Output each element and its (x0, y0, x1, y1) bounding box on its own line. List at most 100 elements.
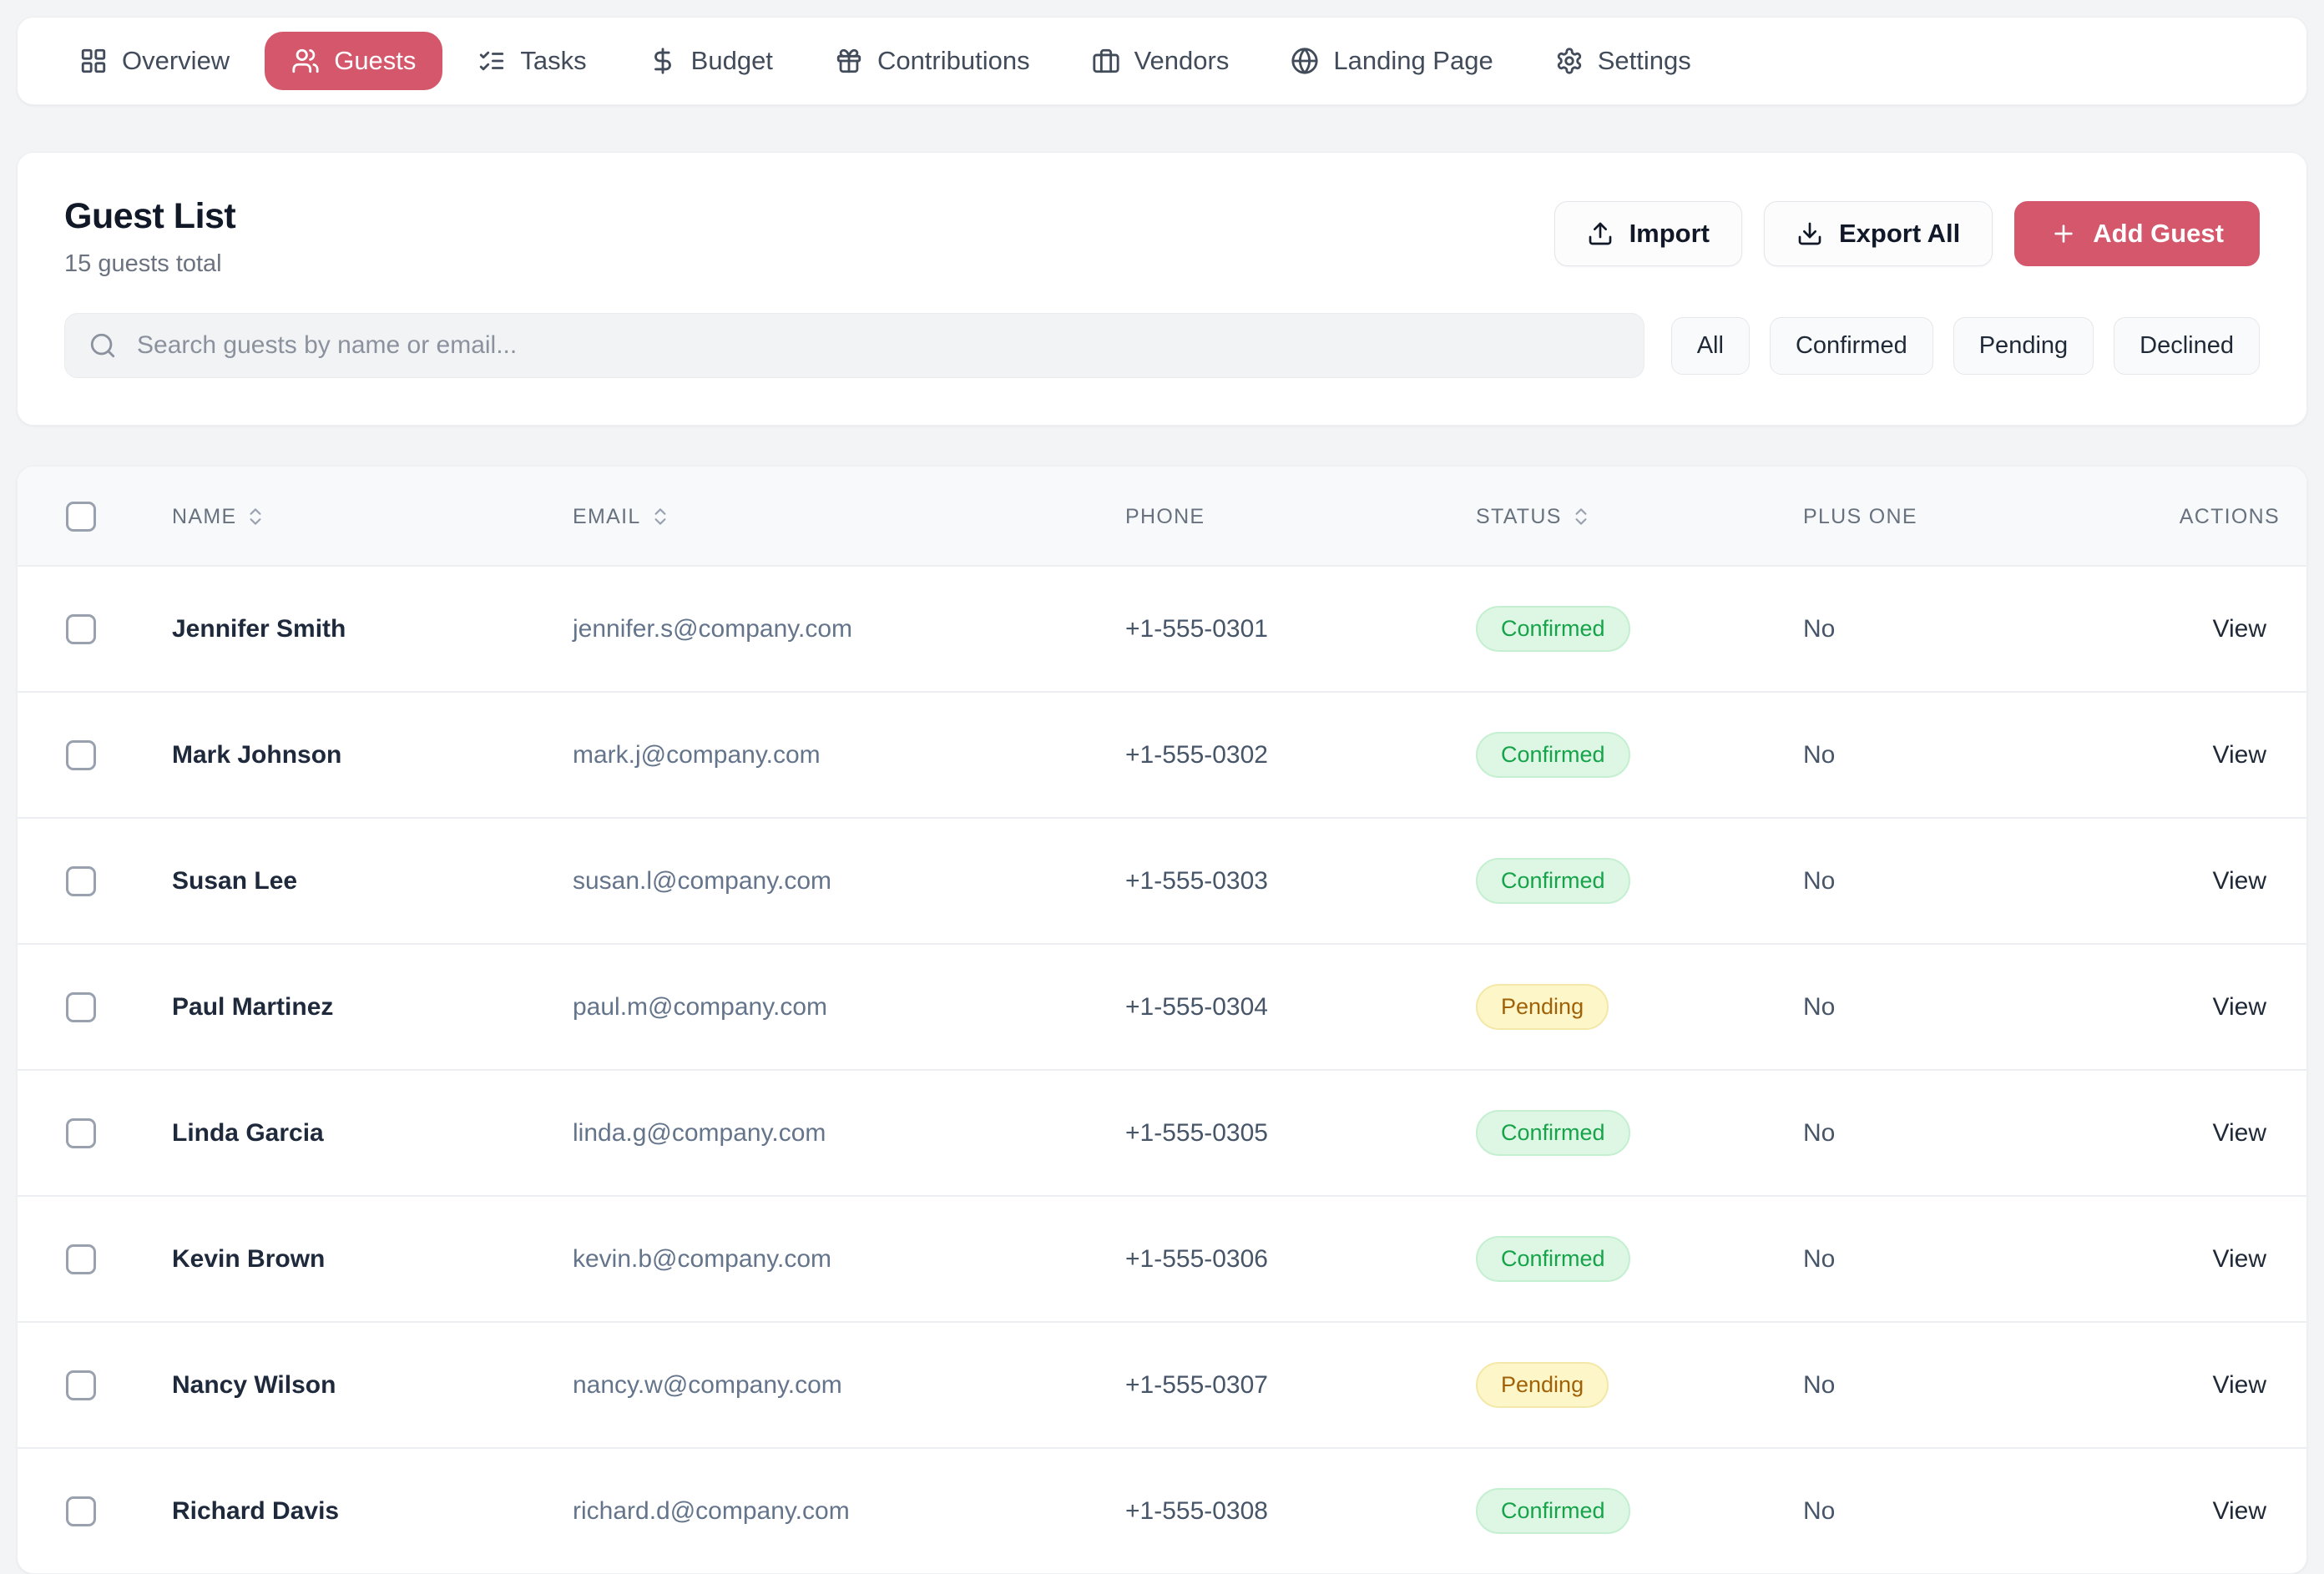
tab-tasks[interactable]: Tasks (451, 32, 613, 90)
row-checkbox[interactable] (66, 1244, 96, 1274)
guest-phone: +1-555-0301 (1125, 565, 1476, 692)
table-row: Susan Lee susan.l@company.com +1-555-0303 C… (18, 817, 2306, 944)
status-badge: Pending (1476, 984, 1609, 1030)
page-title: Guest List (64, 196, 236, 236)
status-badge: Confirmed (1476, 732, 1630, 778)
guest-name: Susan Lee (172, 817, 573, 944)
plus-one-value: No (1803, 565, 2120, 692)
guest-name: Kevin Brown (172, 1195, 573, 1322)
export-all-button[interactable]: Export All (1764, 201, 1993, 266)
view-link[interactable]: View (2212, 1496, 2266, 1525)
add-guest-button[interactable]: Add Guest (2014, 201, 2260, 266)
search-input[interactable] (135, 330, 1620, 361)
plus-icon (2054, 224, 2073, 243)
add-guest-button-label: Add Guest (2093, 219, 2224, 248)
tab-budget[interactable]: Budget (622, 32, 800, 90)
briefcase-icon (1093, 48, 1119, 73)
guest-phone: +1-555-0305 (1125, 1069, 1476, 1196)
view-link[interactable]: View (2212, 866, 2266, 895)
guest-name: Linda Garcia (172, 1069, 573, 1196)
table-row: Richard Davis richard.d@company.com +1-555… (18, 1447, 2306, 1573)
guest-email: paul.m@company.com (573, 943, 1125, 1070)
tab-landing-page[interactable]: Landing Page (1264, 32, 1519, 90)
filter-confirmed[interactable]: Confirmed (1769, 316, 1933, 375)
plus-one-value: No (1803, 1447, 2120, 1573)
guest-phone: +1-555-0304 (1125, 943, 1476, 1070)
guest-name: Jennifer Smith (172, 565, 573, 692)
guest-name: Paul Martinez (172, 943, 573, 1070)
row-checkbox[interactable] (66, 865, 96, 896)
view-link[interactable]: View (2212, 740, 2266, 769)
status-badge: Confirmed (1476, 1488, 1630, 1534)
filter-pending[interactable]: Pending (1953, 316, 2094, 375)
view-link[interactable]: View (2212, 1244, 2266, 1273)
column-label: PLUS ONE (1803, 504, 1917, 528)
tab-label: Budget (690, 46, 773, 75)
search-box (64, 313, 1644, 378)
status-filters: All Confirmed Pending Declined (1670, 316, 2260, 375)
tab-overview[interactable]: Overview (53, 32, 256, 90)
status-badge: Confirmed (1476, 1110, 1630, 1156)
view-link[interactable]: View (2212, 1118, 2266, 1147)
column-header-name[interactable]: NAME (172, 505, 266, 529)
table-row: Jennifer Smith jennifer.s@company.com +1-5… (18, 565, 2306, 692)
checklist-icon (480, 51, 504, 71)
view-link[interactable]: View (2212, 614, 2266, 643)
column-label: PHONE (1125, 504, 1205, 528)
guest-table-body: Jennifer Smith jennifer.s@company.com +1-5… (18, 565, 2306, 1573)
tab-guests[interactable]: Guests (265, 32, 443, 90)
row-checkbox[interactable] (66, 613, 96, 644)
row-checkbox[interactable] (66, 1370, 96, 1400)
column-label: NAME (172, 504, 237, 528)
table-row: Paul Martinez paul.m@company.com +1-555-03… (18, 943, 2306, 1070)
column-header-plus-one: PLUS ONE (1803, 505, 1917, 529)
upload-icon (1589, 222, 1611, 245)
download-icon (1798, 222, 1821, 245)
tab-settings[interactable]: Settings (1528, 32, 1718, 90)
tab-label: Guests (334, 46, 417, 75)
select-all-checkbox[interactable] (66, 502, 96, 532)
sort-icon (1575, 508, 1587, 525)
export-button-label: Export All (1839, 219, 1961, 248)
filter-all[interactable]: All (1670, 316, 1750, 375)
users-icon (292, 48, 319, 73)
guest-phone: +1-555-0303 (1125, 817, 1476, 944)
guest-email: jennifer.s@company.com (573, 565, 1125, 692)
column-header-email[interactable]: EMAIL (573, 505, 671, 529)
column-label: ACTIONS (2179, 504, 2280, 528)
column-header-actions: ACTIONS (2180, 505, 2280, 529)
guest-list-card: Guest List 15 guests total Import Export… (17, 152, 2307, 426)
tab-vendors[interactable]: Vendors (1065, 32, 1256, 90)
top-navigation: Overview Guests Tasks Budget Contributions Ve… (17, 17, 2307, 105)
status-badge: Confirmed (1476, 858, 1630, 904)
view-link[interactable]: View (2212, 992, 2266, 1021)
guest-email: nancy.w@company.com (573, 1321, 1125, 1448)
tab-label: Contributions (877, 46, 1030, 75)
row-checkbox[interactable] (66, 1496, 96, 1526)
plus-one-value: No (1803, 817, 2120, 944)
guest-list-heading: Guest List 15 guests total (64, 196, 236, 278)
table-row: Kevin Brown kevin.b@company.com +1-555-030… (18, 1195, 2306, 1322)
sort-icon (250, 508, 261, 525)
row-checkbox[interactable] (66, 991, 96, 1022)
plus-one-value: No (1803, 1321, 2120, 1448)
tab-contributions[interactable]: Contributions (808, 32, 1057, 90)
guest-phone: +1-555-0308 (1125, 1447, 1476, 1573)
guest-email: kevin.b@company.com (573, 1195, 1125, 1322)
import-button[interactable]: Import (1554, 201, 1742, 266)
plus-one-value: No (1803, 691, 2120, 818)
row-checkbox[interactable] (66, 739, 96, 770)
gear-icon (1557, 48, 1581, 74)
table-header-row: NAME EMAIL PHONE STATUS PLUS ONE ACTIONS (18, 467, 2306, 566)
status-badge: Confirmed (1476, 1236, 1630, 1282)
filter-declined[interactable]: Declined (2114, 316, 2260, 375)
view-link[interactable]: View (2212, 1370, 2266, 1399)
table-row: Nancy Wilson nancy.w@company.com +1-555-03… (18, 1321, 2306, 1448)
guest-name: Nancy Wilson (172, 1321, 573, 1448)
gift-icon (836, 48, 861, 73)
guest-email: richard.d@company.com (573, 1447, 1125, 1573)
dollar-icon (654, 48, 671, 74)
status-badge: Pending (1476, 1362, 1609, 1408)
column-header-status[interactable]: STATUS (1476, 505, 1592, 529)
row-checkbox[interactable] (66, 1117, 96, 1148)
